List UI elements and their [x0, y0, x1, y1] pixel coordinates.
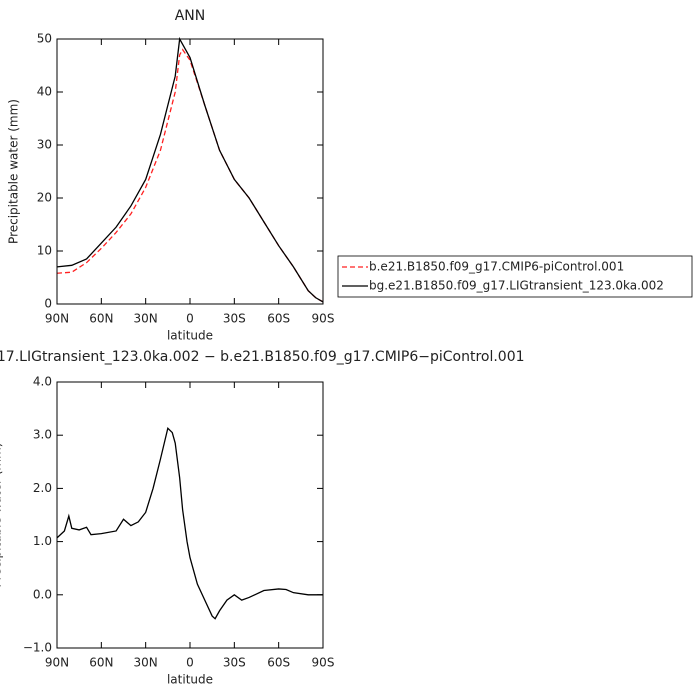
x-tick-label: 90S: [312, 656, 335, 670]
y-tick-label: 3.0: [33, 428, 52, 442]
x-tick-label: 90N: [45, 312, 69, 326]
x-tick-label: 0: [186, 312, 194, 326]
x-tick-label: 60S: [267, 312, 290, 326]
legend-label: b.e21.B1850.f09_g17.CMIP6-piControl.001: [369, 260, 624, 274]
y-tick-label: 50: [37, 32, 52, 46]
x-tick-label: 30S: [223, 656, 246, 670]
legend-label: bg.e21.B1850.f09_g17.LIGtransient_123.0k…: [369, 279, 664, 293]
y-axis-label: Precipitable water (mm): [7, 99, 21, 244]
panel: bg.e21.B1850.f09_g17.LIGtransient_123.0k…: [0, 349, 525, 687]
chart-title: bg.e21.B1850.f09_g17.LIGtransient_123.0k…: [0, 349, 525, 365]
y-tick-label: 20: [37, 191, 52, 205]
panel: ANN latitude Precipitable water (mm) 90N 60N…: [7, 8, 693, 343]
x-axis-label: latitude: [167, 329, 213, 343]
y-tick-label: −1.0: [23, 641, 52, 655]
y-axis-label: Precipitable water (mm): [0, 443, 4, 588]
x-tick-label: 90N: [45, 656, 69, 670]
data-line: [56, 36, 324, 303]
y-tick-label: 40: [37, 85, 52, 99]
y-tick-label: 1.0: [33, 534, 52, 548]
y-tick-label: 0.0: [33, 587, 52, 601]
y-tick-label: 30: [37, 138, 52, 152]
data-line: [56, 427, 323, 620]
y-tick-label: 4.0: [33, 375, 52, 389]
x-tick-label: 30N: [134, 312, 158, 326]
y-tick-label: 10: [37, 244, 52, 258]
y-tick-label: 0: [44, 297, 52, 311]
data-line: [56, 48, 324, 303]
x-tick-label: 60N: [89, 312, 113, 326]
plot-frame: [56, 38, 324, 305]
x-tick-label: 60S: [267, 656, 290, 670]
x-tick-label: 30S: [223, 312, 246, 326]
y-tick-label: 2.0: [33, 481, 52, 495]
x-axis-label: latitude: [167, 673, 213, 687]
x-tick-label: 60N: [89, 656, 113, 670]
plot-frame: [56, 381, 324, 649]
x-tick-label: 90S: [312, 312, 335, 326]
chart-title: ANN: [175, 8, 206, 24]
legend-box: [337, 255, 693, 298]
x-tick-label: 30N: [134, 656, 158, 670]
x-tick-label: 0: [186, 656, 194, 670]
